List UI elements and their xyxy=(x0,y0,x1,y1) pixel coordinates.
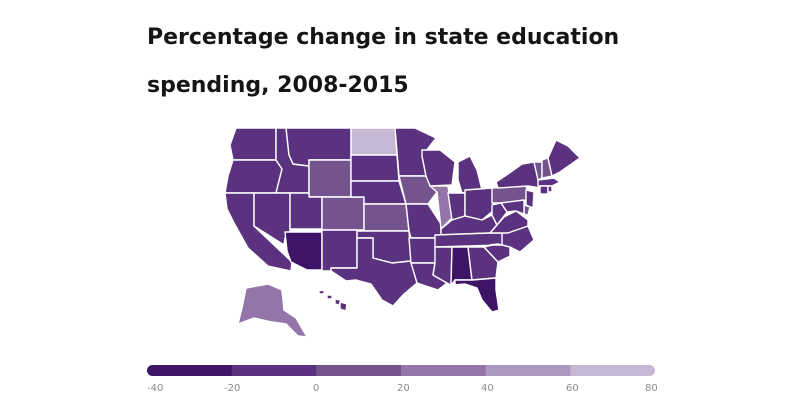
legend-tick-label: 60 xyxy=(566,383,579,394)
state-florida[interactable] xyxy=(454,277,500,313)
legend-tick-label: 80 xyxy=(645,383,658,394)
chart-title-line-1: Percentage change in state education xyxy=(147,25,620,50)
legend-tick-label: 0 xyxy=(313,383,319,394)
legend-tick-label: 20 xyxy=(397,383,410,394)
state-illinois[interactable] xyxy=(429,185,453,230)
legend-bin xyxy=(147,365,233,376)
state-north-carolina[interactable] xyxy=(489,225,535,253)
legend-tick-label: -20 xyxy=(224,383,240,394)
state-ohio[interactable] xyxy=(464,187,495,221)
legend-tick-label: 40 xyxy=(481,383,494,394)
legend-bin xyxy=(401,365,487,376)
legend-bin xyxy=(570,365,655,376)
state-hawaii-4[interactable] xyxy=(339,301,348,312)
state-rhode-island[interactable] xyxy=(547,185,553,193)
legend-tick-label: -40 xyxy=(147,383,163,394)
state-maine[interactable] xyxy=(547,139,581,177)
legend-bin xyxy=(316,365,402,376)
legend-bin xyxy=(485,365,571,376)
state-massachusetts[interactable] xyxy=(537,177,561,187)
chart-title-line-2: spending, 2008-2015 xyxy=(147,73,409,98)
state-georgia[interactable] xyxy=(467,246,499,281)
state-alaska[interactable] xyxy=(237,283,308,338)
legend-color-bar xyxy=(147,365,655,376)
legend-bin xyxy=(231,365,317,376)
chart-title: Percentage change in state education spe… xyxy=(147,14,667,110)
state-maryland[interactable] xyxy=(500,199,525,215)
state-connecticut[interactable] xyxy=(539,185,549,195)
legend-ticks: -40 -20 0 20 40 60 80 xyxy=(147,383,658,394)
state-iowa[interactable] xyxy=(398,175,438,205)
state-texas[interactable] xyxy=(330,237,418,307)
state-hawaii-2[interactable] xyxy=(326,294,333,300)
state-new-jersey[interactable] xyxy=(525,189,535,209)
state-hawaii-1[interactable] xyxy=(318,289,325,295)
